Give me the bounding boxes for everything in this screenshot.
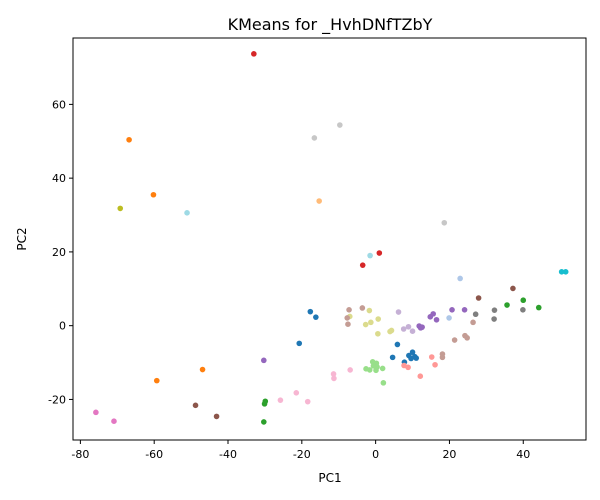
scatter-point <box>472 311 479 318</box>
scatter-point <box>449 307 455 313</box>
scatter-point <box>362 321 369 328</box>
scatter-point <box>491 307 498 313</box>
scatter-point <box>389 354 396 361</box>
scatter-point <box>451 337 458 343</box>
scatter-point <box>504 302 510 308</box>
scatter-point <box>345 321 351 327</box>
scatter-point <box>417 325 424 331</box>
scatter-point <box>457 275 463 282</box>
scatter-point <box>405 323 412 330</box>
scatter-point <box>347 367 353 373</box>
x-tick-label: -20 <box>293 448 311 461</box>
scatter-point <box>296 340 303 347</box>
scatter-point <box>307 308 314 315</box>
scatter-point <box>366 367 373 373</box>
scatter-point <box>380 380 387 386</box>
x-axis-label: PC1 <box>318 471 341 485</box>
scatter-point <box>261 357 267 364</box>
y-tick-label: 40 <box>52 172 66 185</box>
scatter-point <box>192 402 199 409</box>
y-tick-label: 0 <box>59 320 66 333</box>
scatter-point <box>520 307 526 313</box>
scatter-point <box>199 366 206 373</box>
y-tick-label: -20 <box>48 393 66 406</box>
scatter-point <box>346 307 352 313</box>
scatter-point <box>251 51 257 57</box>
scatter-point <box>439 354 446 361</box>
scatter-point <box>184 210 190 216</box>
scatter-point <box>331 375 337 382</box>
scatter-point <box>475 295 482 301</box>
x-tick-label: 20 <box>442 448 456 461</box>
scatter-point <box>461 307 468 313</box>
scatter-point <box>535 304 542 311</box>
scatter-point <box>304 398 311 405</box>
scatter-point <box>376 250 383 256</box>
scatter-point <box>405 364 411 371</box>
scatter-point <box>293 389 300 396</box>
scatter-point <box>394 341 401 348</box>
x-tick-label: 0 <box>372 448 379 461</box>
scatter-point <box>316 198 322 204</box>
scatter-point <box>366 307 373 314</box>
scatter-point <box>441 219 448 226</box>
scatter-point <box>93 409 99 416</box>
scatter-point <box>117 205 124 212</box>
scatter-point <box>562 269 569 275</box>
scatter-point <box>446 315 452 321</box>
x-tick-label: -80 <box>71 448 89 461</box>
plot-frame <box>72 37 587 441</box>
scatter-point <box>150 191 157 198</box>
scatter-point <box>464 335 470 341</box>
scatter-point <box>375 330 381 337</box>
scatter-point <box>359 262 366 268</box>
scatter-point <box>126 136 132 143</box>
scatter-point <box>433 316 440 323</box>
scatter-point <box>313 314 319 320</box>
scatter-point <box>409 349 416 356</box>
scatter-point <box>413 355 420 361</box>
scatter-point <box>277 397 284 403</box>
scatter-point <box>375 316 382 322</box>
scatter-point <box>379 365 386 372</box>
scatter-point <box>428 354 435 360</box>
axis-ticks: -80 -60 -40 -20 0 20 40 -20 0 20 40 60 <box>48 98 530 461</box>
scatter-point <box>427 314 434 320</box>
scatter-point <box>344 315 351 321</box>
scatter-point <box>417 373 424 379</box>
scatter-point <box>400 326 407 332</box>
scatter-point <box>311 135 318 141</box>
scatter-point <box>409 328 416 335</box>
scatter-point <box>432 361 438 368</box>
scatter-point <box>367 252 373 259</box>
scatter-point <box>337 122 343 128</box>
x-tick-label: -60 <box>145 448 163 461</box>
x-tick-label: 40 <box>516 448 530 461</box>
chart-title: KMeans for _HvhDNfTZbY <box>228 15 433 35</box>
scatter-point <box>520 297 527 304</box>
x-tick-label: -40 <box>219 448 237 461</box>
scatter-point <box>213 413 220 420</box>
y-tick-label: 60 <box>52 98 66 111</box>
y-axis-label: PC2 <box>15 227 29 250</box>
scatter-point <box>491 316 497 322</box>
data-points <box>93 51 569 425</box>
scatter-point <box>373 367 379 374</box>
scatter-point <box>368 319 374 326</box>
scatter-point <box>470 319 476 326</box>
scatter-point <box>153 377 160 384</box>
y-tick-label: 20 <box>52 246 66 259</box>
scatter-point <box>261 419 267 425</box>
scatter-point <box>510 285 516 292</box>
scatter-point <box>330 371 337 377</box>
scatter-point <box>261 401 268 407</box>
scatter-point <box>558 269 565 275</box>
scatter-point <box>395 309 402 315</box>
scatter-point <box>408 355 414 362</box>
scatter-point <box>359 305 366 311</box>
scatter-point <box>111 418 117 424</box>
scatter-point <box>387 328 393 335</box>
